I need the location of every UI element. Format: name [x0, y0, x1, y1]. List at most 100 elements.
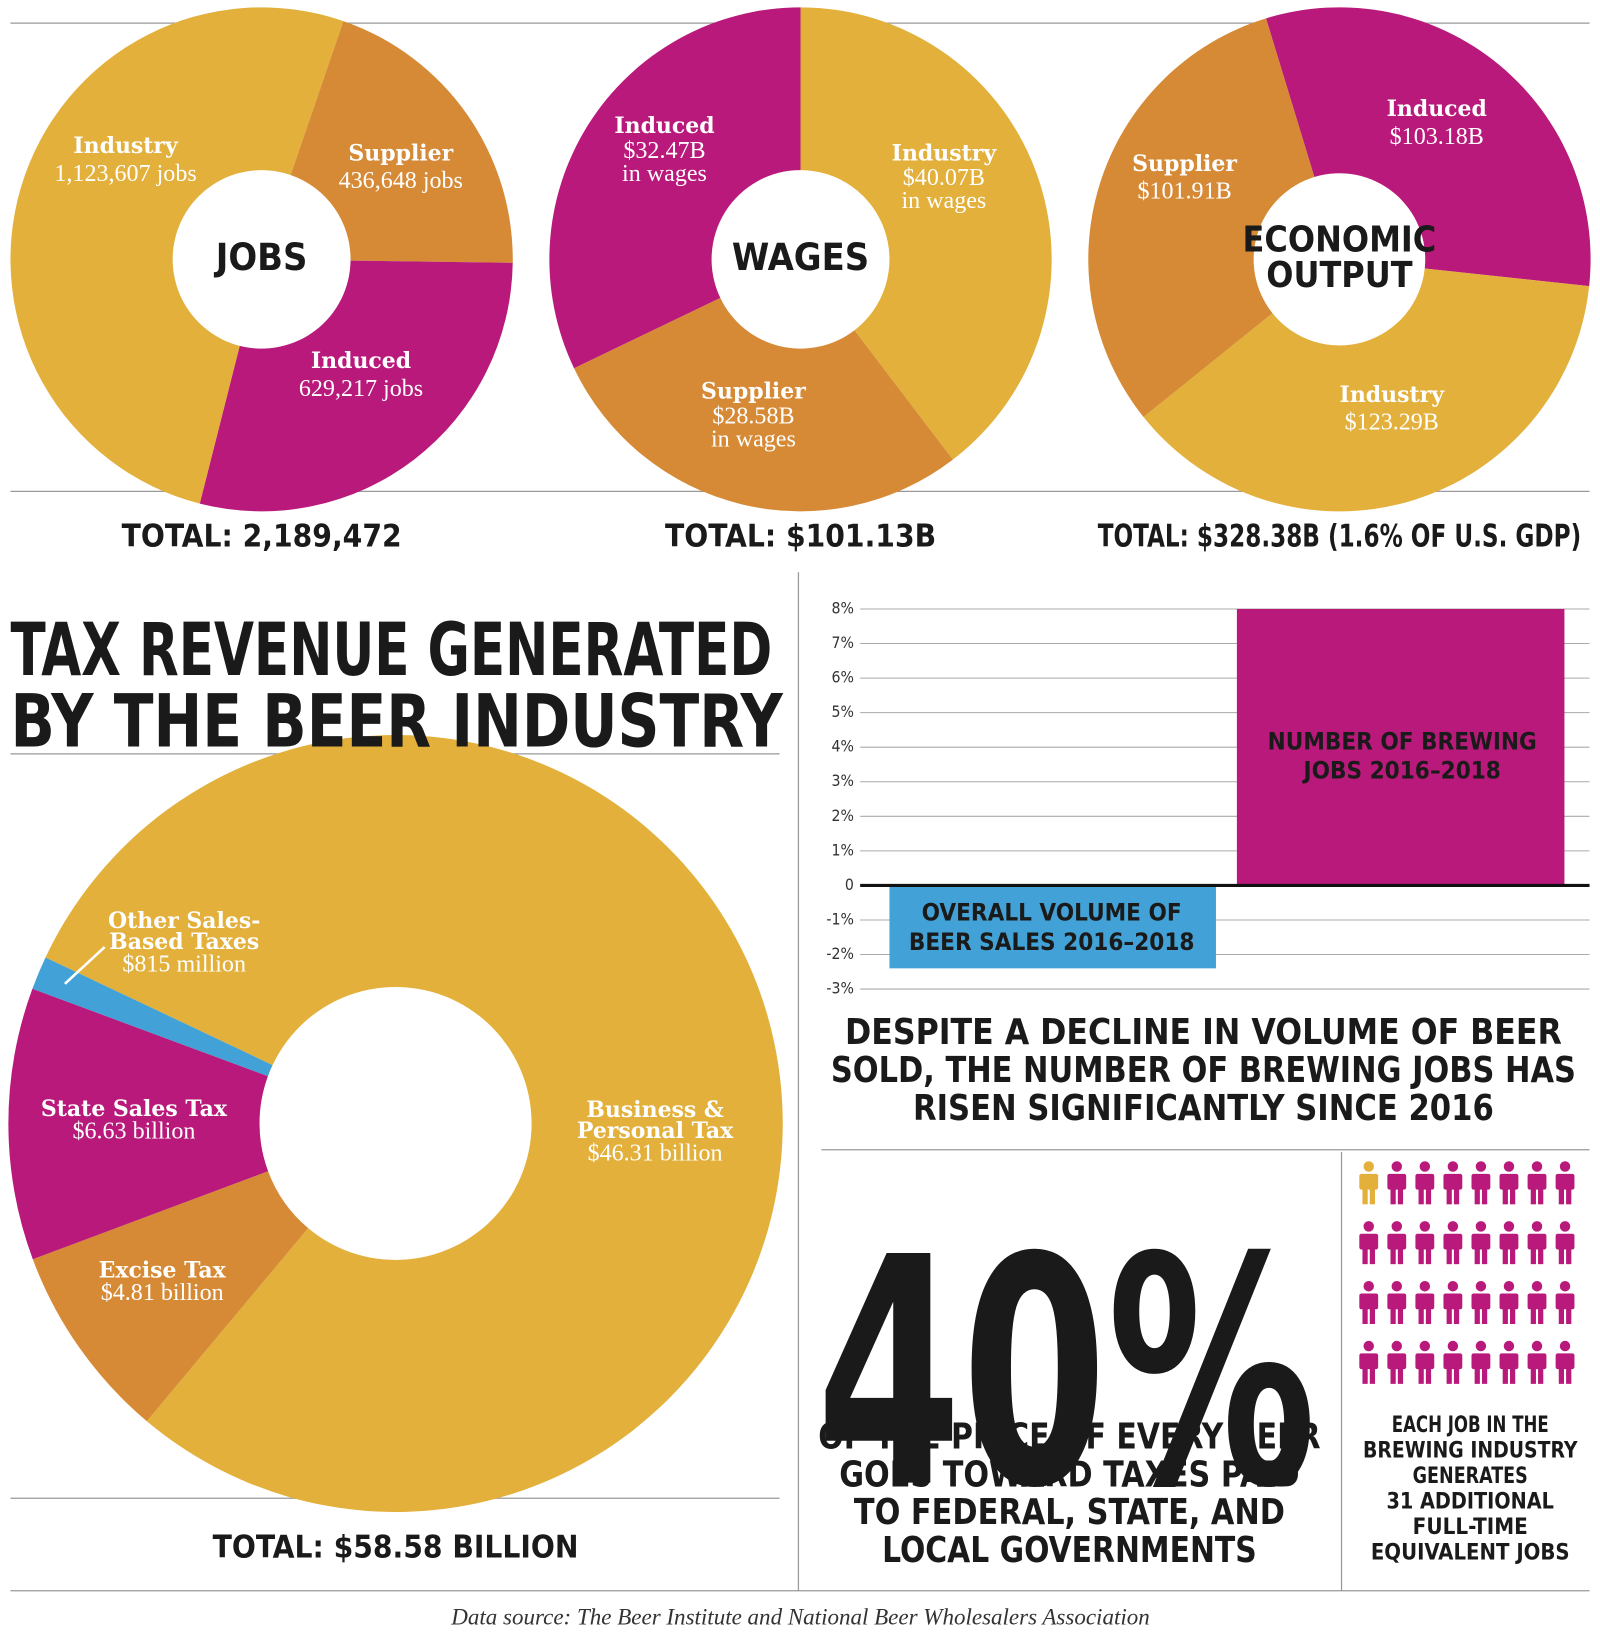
icon-head [1531, 1221, 1543, 1232]
person-icon [1555, 1280, 1575, 1325]
person-icon [1359, 1340, 1379, 1384]
pictogram-caption: BREWING INDUSTRY [1363, 1438, 1578, 1463]
icon-leg [1453, 1368, 1460, 1384]
center-label: WAGES [732, 235, 869, 279]
icon-head [1363, 1221, 1374, 1232]
person-icon [1359, 1161, 1379, 1205]
icon-head [1559, 1161, 1571, 1172]
icon-leg [1418, 1188, 1424, 1205]
slice-name: Industry [1340, 382, 1446, 408]
slice-name: Supplier [701, 379, 806, 405]
icon-leg [1390, 1308, 1396, 1325]
icon-body [1387, 1293, 1407, 1310]
icon-leg [1369, 1248, 1376, 1265]
icon-head [1503, 1340, 1515, 1352]
icon-leg [1390, 1248, 1396, 1265]
person-icon [1387, 1340, 1407, 1384]
icon-body [1527, 1233, 1547, 1250]
icon-head [1531, 1280, 1543, 1292]
caption: DESPITE A DECLINE IN VOLUME OF BEER [845, 1012, 1562, 1053]
person-icon [1555, 1221, 1575, 1265]
icon-leg [1362, 1368, 1368, 1384]
donut-slice [32, 957, 273, 1077]
icon-leg [1481, 1308, 1488, 1325]
person-icon [1359, 1221, 1379, 1265]
y-tick-label: 3% [831, 771, 853, 790]
donut-slice [199, 260, 513, 512]
total: TOTAL: $58.58 BILLION [213, 1530, 579, 1566]
person-icon [1471, 1340, 1491, 1384]
y-tick-label: 7% [831, 633, 853, 652]
icon-leg [1481, 1248, 1488, 1265]
icon-leg [1362, 1188, 1368, 1205]
icon-head [1503, 1280, 1515, 1292]
icon-leg [1453, 1248, 1460, 1265]
person-icon [1415, 1340, 1435, 1384]
icon-body [1443, 1293, 1463, 1310]
slice-value: $101.91B [1137, 179, 1231, 205]
bar-label: JOBS 2016–2018 [1302, 757, 1501, 785]
donut-slice [32, 1171, 309, 1422]
icon-head [1447, 1340, 1459, 1352]
total: TOTAL: $328.38B (1.6% OF U.S. GDP) [1098, 519, 1581, 555]
icon-head [1363, 1340, 1374, 1352]
icon-head [1559, 1340, 1571, 1352]
donut-slice [549, 7, 801, 369]
icon-leg [1566, 1368, 1572, 1384]
icon-body [1387, 1353, 1407, 1370]
person-icon [1471, 1221, 1491, 1265]
icon-body [1499, 1293, 1519, 1310]
slice-value: $46.31 billion [588, 1140, 723, 1166]
icon-leg [1558, 1188, 1565, 1205]
slice-value: $40.07B [903, 165, 985, 191]
icon-leg [1538, 1188, 1544, 1205]
slice-name: Induced [614, 113, 714, 139]
icon-leg [1558, 1368, 1565, 1384]
slice-name: Supplier [348, 140, 453, 166]
person-icon [1387, 1221, 1407, 1265]
bar-label: OVERALL VOLUME OF [922, 898, 1182, 926]
icon-leg [1538, 1248, 1544, 1265]
pictogram-caption: GENERATES [1413, 1464, 1528, 1489]
bar-label: BEER SALES 2016–2018 [909, 928, 1195, 956]
y-tick-label: 5% [831, 702, 853, 721]
icon-leg [1362, 1308, 1368, 1325]
icon-body [1555, 1233, 1575, 1250]
total: TOTAL: $101.13B [665, 519, 936, 555]
icon-leg [1390, 1368, 1396, 1384]
icon-leg [1510, 1308, 1516, 1325]
icon-body [1471, 1233, 1491, 1250]
total: TOTAL: 2,189,472 [122, 519, 402, 555]
icon-leg [1538, 1308, 1544, 1325]
icon-head [1447, 1221, 1459, 1232]
person-icon [1555, 1340, 1575, 1384]
icon-head [1363, 1280, 1374, 1292]
icon-body [1555, 1293, 1575, 1310]
icon-head [1419, 1221, 1431, 1232]
icon-head [1363, 1161, 1374, 1172]
person-icon [1387, 1161, 1407, 1205]
slice-value: $103.18B [1390, 124, 1484, 150]
icon-leg [1418, 1368, 1424, 1384]
icon-leg [1566, 1248, 1572, 1265]
icon-body [1471, 1353, 1491, 1370]
icon-leg [1502, 1248, 1508, 1265]
icon-leg [1453, 1188, 1460, 1205]
icon-leg [1397, 1368, 1404, 1384]
icon-head [1391, 1161, 1403, 1172]
stat-caption: GOES TOWARD TAXES PAID [839, 1454, 1299, 1495]
slice-name: Industry [892, 140, 998, 166]
icon-leg [1481, 1368, 1488, 1384]
slice-name: Personal Tax [577, 1118, 734, 1144]
y-tick-label: -1% [826, 909, 854, 928]
person-icon [1415, 1280, 1435, 1325]
slice-value: in wages [901, 188, 986, 214]
person-icon [1499, 1221, 1519, 1265]
person-icon [1527, 1340, 1547, 1384]
icon-leg [1566, 1188, 1572, 1205]
slice-value: 629,217 jobs [299, 376, 423, 402]
person-icon [1443, 1340, 1463, 1384]
icon-head [1503, 1221, 1515, 1232]
icon-leg [1474, 1368, 1480, 1384]
